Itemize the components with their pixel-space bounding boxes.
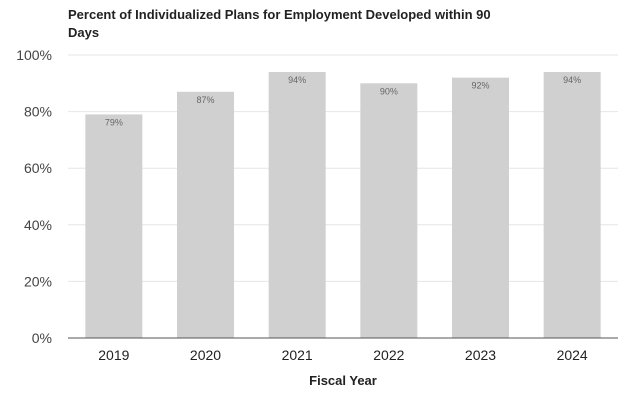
data-label-2024: 94% [563,75,581,85]
chart-title-line-2: Days [68,25,99,40]
chart-title-line-1: Percent of Individualized Plans for Empl… [68,7,491,22]
data-label-2019: 79% [105,117,123,127]
data-labels: 79% 87% 94% 90% 92% 94% [105,75,581,127]
bars [68,71,618,339]
y-tick-label: 40% [24,217,52,233]
x-tick-label-2019: 2019 [98,347,129,363]
x-tick-label-2020: 2020 [190,347,221,363]
gridlines [68,54,618,339]
bar-2021 [268,71,326,338]
bar-2019 [85,114,143,339]
data-label-2020: 87% [196,95,214,105]
x-axis-title: Fiscal Year [309,373,377,388]
x-tick-label-2024: 2024 [557,347,588,363]
x-tick-label-2022: 2022 [373,347,404,363]
y-tick-label: 20% [24,273,52,289]
y-tick-label: 0% [32,330,52,346]
bar-2024 [543,71,601,338]
bar-2020 [177,91,234,338]
bar-2022 [360,83,418,338]
x-tick-label-2023: 2023 [465,347,496,363]
data-label-2022: 90% [380,86,398,96]
y-axis-tick-labels: 0% 20% 40% 60% 80% 100% [16,47,52,346]
y-tick-label: 60% [24,160,52,176]
data-label-2023: 92% [471,81,489,91]
bar-2023 [452,77,509,338]
y-tick-label: 80% [24,104,52,120]
data-label-2021: 94% [288,75,306,85]
y-tick-label: 100% [16,47,52,63]
x-axis-tick-labels: 2019 2020 2021 2022 2023 2024 [98,347,588,363]
x-tick-label-2021: 2021 [282,347,313,363]
chart-title: Percent of Individualized Plans for Empl… [68,7,491,40]
